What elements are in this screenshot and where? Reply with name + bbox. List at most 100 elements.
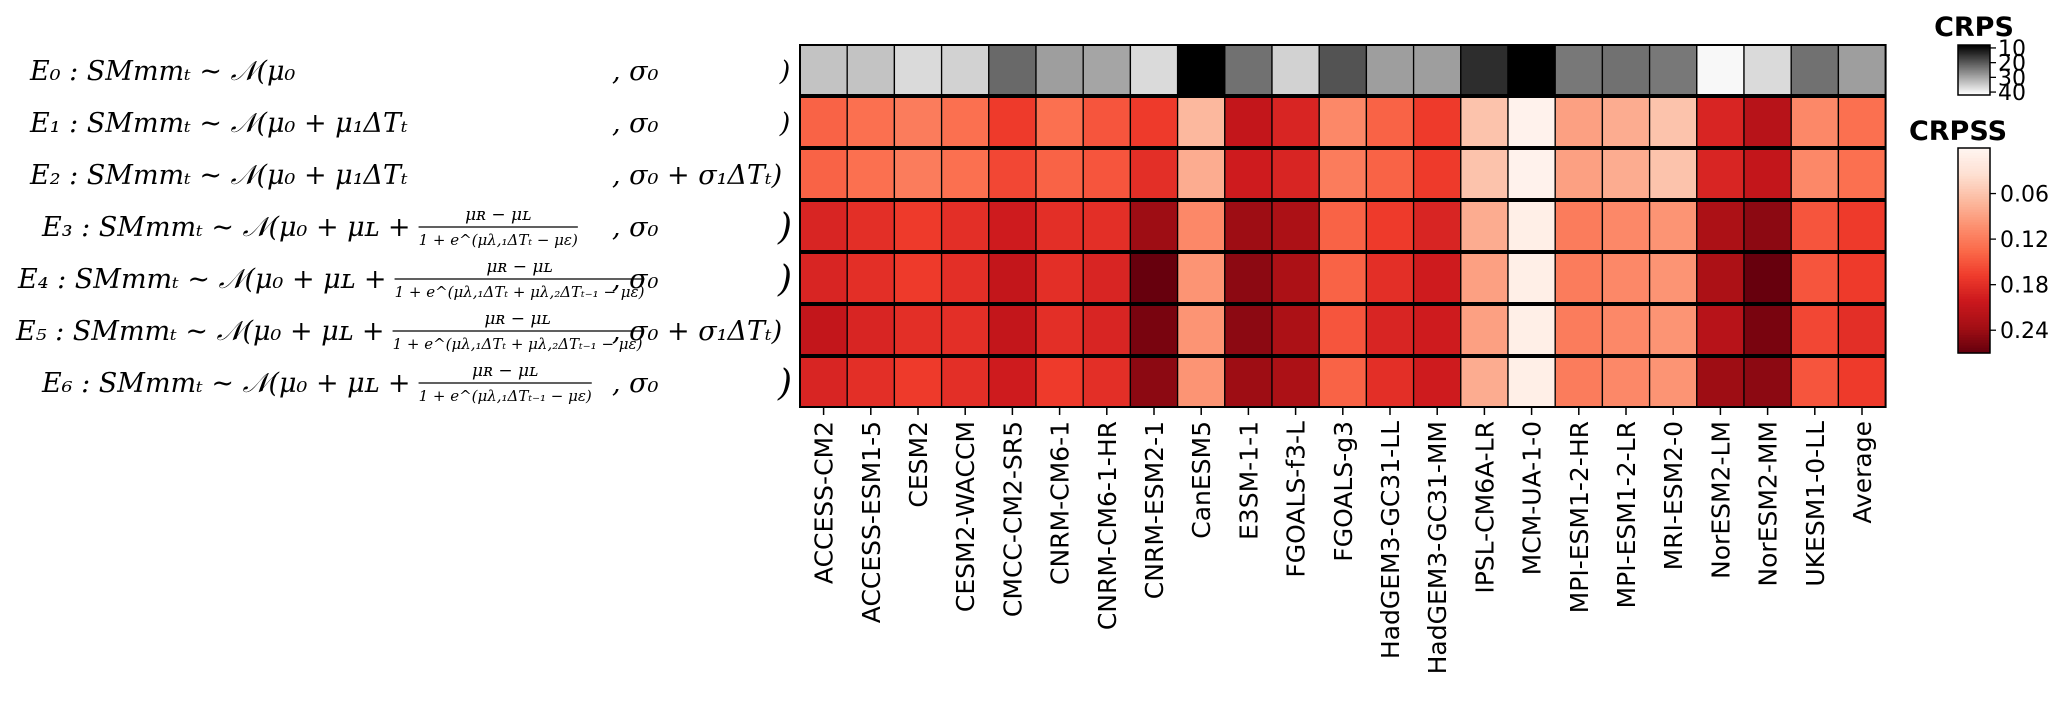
equation-labels: E₀ : SMmmₜ ~ 𝒩(μ₀ , σ₀) E₁ : SMmmₜ ~ 𝒩(μ₀ … [15,56,792,405]
crpss-colorbar-step [1958,235,1990,239]
crpss-colorbar-step [1958,258,1990,262]
x-label-Average: Average [1848,421,1877,524]
x-label-HadGEM3-GC31-LL: HadGEM3-GC31-LL [1376,421,1405,659]
crpss-cell-E3-CNRM-CM6-1 [1035,200,1084,252]
crpss-cell-E1-CESM2-WACCM [940,96,990,148]
crpss-colorbar-step [1958,224,1990,229]
crps-colorbar-tick-label-10: 10 [1998,37,2026,62]
crps-colorbar-step [1958,71,1990,74]
crpss-colorbar: CRPSS 0.06 0.12 0.18 0.24 [1909,116,2049,354]
crpss-cell-E4-NorESM2-LM [1696,252,1745,304]
crpss-cell-E2-CESM2-WACCM [940,148,990,200]
equation-denominator-E3: 1 + e^(μλ,₁ΔTₜ − με) [419,231,578,249]
crpss-cell-E3-MRI-ESM2-0 [1648,200,1698,252]
crpss-colorbar-step [1958,150,1990,154]
crpss-cell-E4-MPI-ESM1-2-LR [1601,252,1651,304]
x-label-CanESM5: CanESM5 [1187,421,1216,539]
crps-colorbar-step [1958,60,1990,62]
crpss-colorbar-step [1958,322,1990,326]
crpss-cell-E4-HadGEM3-GC31-LL [1365,252,1415,304]
equation-sigma-E6: , σ₀ [612,368,659,399]
crpss-cell-E5-HadGEM3-GC31-LL [1365,304,1415,356]
crpss-cell-E3-HadGEM3-GC31-LL [1365,200,1415,252]
crpss-cell-E2-MPI-ESM1-2-HR [1554,148,1604,200]
crpss-cell-E4-E3SM-1-1 [1224,252,1273,304]
crpss-colorbar-step [1958,291,1990,295]
crps-cell-HadGEM3-GC31-LL [1365,44,1415,96]
crpss-colorbar-step [1958,212,1990,216]
crpss-cell-E5-FGOALS-g3 [1318,304,1368,356]
crpss-cell-E5-CNRM-CM6-1 [1035,304,1084,356]
crpss-colorbar-step [1958,312,1990,316]
x-label-MPI-ESM1-2-LR: MPI-ESM1-2-LR [1612,421,1641,608]
crpss-cell-E2-IPSL-CM6A-LR [1460,148,1509,200]
crpss-cell-E1-CNRM-ESM2-1 [1129,96,1179,148]
crpss-colorbar-step [1958,168,1990,172]
crps-colorbar-step [1958,88,1990,91]
x-label-CNRM-ESM2-1: CNRM-ESM2-1 [1140,421,1169,599]
crpss-cell-E6-UKESM1-0-LL [1790,356,1840,408]
crpss-cell-E5-HadGEM3-GC31-MM [1412,304,1462,356]
crpss-cell-E2-HadGEM3-GC31-LL [1365,148,1415,200]
crpss-cell-E5-Average [1837,304,1887,356]
crpss-colorbar-step [1958,242,1990,246]
crps-colorbar-step [1958,82,1990,85]
crps-cell-CNRM-CM6-1-HR [1082,44,1132,96]
crpss-cell-E3-CMCC-CM2-SR5 [988,200,1037,252]
crpss-colorbar-tick-label-0.24: 0.24 [2000,319,2049,344]
crpss-cell-E5-UKESM1-0-LL [1790,304,1840,356]
crpss-cell-E3-UKESM1-0-LL [1790,200,1840,252]
crpss-colorbar-step [1958,335,1990,339]
crpss-cell-E4-MRI-ESM2-0 [1648,252,1698,304]
crps-colorbar-tick-label-40: 40 [1998,81,2026,106]
crpss-cell-E3-NorESM2-MM [1743,200,1792,252]
crpss-cell-E6-CNRM-CM6-1 [1035,356,1084,408]
crps-colorbar-tick-label-20: 20 [1998,52,2026,77]
crps-colorbar-step [1958,91,1990,94]
crpss-cell-E6-MRI-ESM2-0 [1648,356,1698,408]
equation-sigma-E1: , σ₀ [612,108,659,139]
crpss-colorbar-frame [1957,147,1991,354]
crpss-cell-E4-CNRM-CM6-1-HR [1082,252,1132,304]
crps-colorbar-step [1958,53,1990,56]
crpss-cell-E5-IPSL-CM6A-LR [1460,304,1509,356]
crpss-colorbar-step [1958,347,1990,352]
crpss-cell-E4-ACCESS-ESM1-5 [846,252,896,304]
equation-denominator-E6: 1 + e^(μλ,₁ΔTₜ₋₁ − με) [419,387,592,405]
crps-colorbar-step [1958,87,1990,90]
crpss-colorbar-step [1958,288,1990,293]
crpss-colorbar-step [1958,299,1990,303]
crpss-colorbar-step [1958,201,1990,205]
crpss-cell-E4-Average [1837,252,1887,304]
crpss-cell-E2-HadGEM3-GC31-MM [1412,148,1462,200]
crpss-cell-E4-IPSL-CM6A-LR [1460,252,1509,304]
crpss-colorbar-step [1958,304,1990,308]
crpss-row-frame-E3 [799,200,1887,252]
crpss-colorbar-step [1958,222,1990,226]
crpss-colorbar-step [1958,230,1990,234]
crpss-cell-E5-NorESM2-MM [1743,304,1792,356]
crpss-cell-E4-CanESM5 [1176,252,1226,304]
crpss-cell-E2-FGOALS-g3 [1318,148,1368,200]
crpss-cell-E6-MCM-UA-1-0 [1507,356,1556,408]
crps-colorbar-step [1958,72,1990,75]
crpss-cell-E3-FGOALS-g3 [1318,200,1368,252]
crpss-colorbar-step [1958,281,1990,285]
crpss-cell-E3-CNRM-CM6-1-HR [1082,200,1132,252]
crpss-cell-E3-CESM2-WACCM [940,200,990,252]
crpss-cell-E6-CESM2 [893,356,943,408]
crpss-colorbar-step [1958,296,1990,300]
equation-label-E6: E₆ : SMmmₜ ~ 𝒩(μ₀ + μʟ + [41,368,411,399]
crps-colorbar-step [1958,55,1990,57]
crpss-colorbar-step [1958,345,1990,349]
crps-colorbar-step [1958,77,1990,80]
equation-close-paren-E0: ) [779,56,791,87]
crpss-colorbar-step [1958,217,1990,221]
crps-cell-FGOALS-g3 [1318,44,1368,96]
crps-colorbar-title: CRPS [1934,12,2014,43]
crpss-colorbar-step [1958,309,1990,313]
crpss-cell-E4-CNRM-CM6-1 [1035,252,1084,304]
crps-colorbar-step [1958,90,1990,92]
crpss-colorbar-step [1958,160,1990,164]
crpss-colorbar-step [1958,319,1990,323]
